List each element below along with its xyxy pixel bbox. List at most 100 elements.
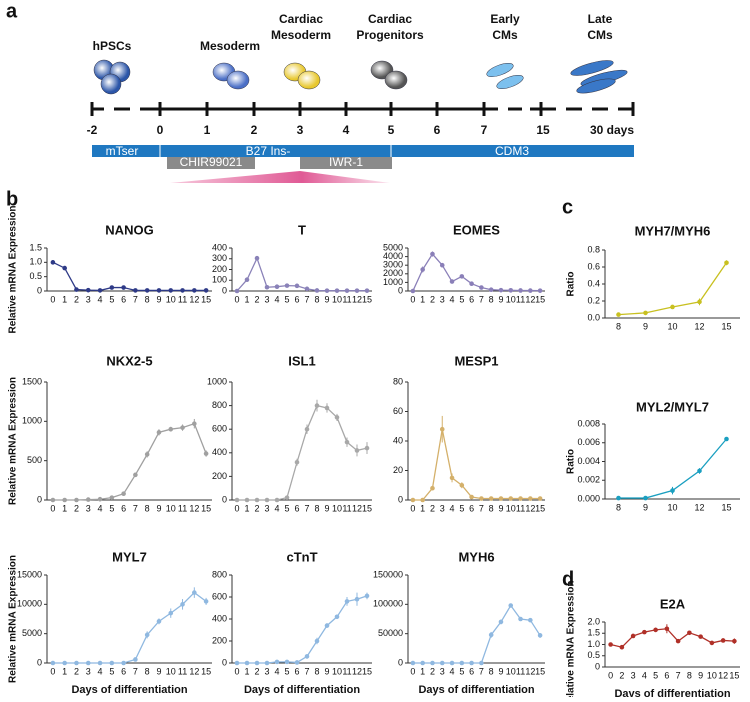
x-tick-label: 15 bbox=[729, 670, 739, 680]
day-label: 3 bbox=[297, 123, 304, 137]
x-tick-label: 11 bbox=[516, 666, 525, 676]
x-tick-label: 8 bbox=[314, 666, 319, 676]
x-tick-label: 15 bbox=[535, 666, 545, 676]
stage-label: Progenitors bbox=[356, 28, 424, 42]
y-tick-label: 0 bbox=[222, 657, 227, 667]
data-point bbox=[234, 497, 240, 503]
x-tick-label: 10 bbox=[506, 503, 516, 513]
x-tick-label: 15 bbox=[362, 666, 372, 676]
x-tick-label: 5 bbox=[284, 503, 289, 513]
x-tick-label: 3 bbox=[86, 294, 91, 304]
y-tick-label: 0.8 bbox=[587, 244, 600, 254]
x-tick-label: 3 bbox=[631, 670, 636, 680]
data-point bbox=[156, 430, 162, 435]
x-tick-label: 15 bbox=[721, 502, 731, 512]
data-point bbox=[364, 593, 370, 599]
data-point bbox=[294, 660, 300, 665]
y-tick-label: 1.5 bbox=[587, 628, 600, 638]
x-tick-label: 0 bbox=[50, 294, 55, 304]
data-point bbox=[518, 616, 523, 622]
data-point bbox=[234, 660, 240, 666]
data-point bbox=[709, 640, 715, 646]
data-point bbox=[675, 638, 681, 644]
y-tick-label: 200 bbox=[212, 264, 227, 274]
molecule-bar bbox=[167, 157, 255, 169]
chart-title: MYL7 bbox=[112, 549, 147, 564]
x-tick-label: 11 bbox=[178, 294, 187, 304]
x-tick-label: 3 bbox=[440, 294, 445, 304]
x-tick-label: 15 bbox=[721, 321, 731, 331]
x-tick-label: 7 bbox=[676, 670, 681, 680]
chart-title: MESP1 bbox=[454, 353, 498, 368]
x-tick-label: 15 bbox=[201, 666, 211, 676]
data-point bbox=[324, 405, 330, 411]
medium-label: CDM3 bbox=[495, 144, 529, 158]
x-tick-label: 0 bbox=[50, 503, 55, 513]
data-point bbox=[109, 495, 115, 500]
data-point bbox=[254, 497, 260, 503]
panel-label: b bbox=[6, 188, 18, 210]
x-tick-label: 6 bbox=[121, 294, 126, 304]
data-point bbox=[304, 286, 310, 292]
y-tick-label: 0.2 bbox=[587, 295, 600, 305]
data-point bbox=[344, 599, 350, 604]
y-tick-label: 500 bbox=[27, 455, 42, 465]
data-point bbox=[324, 623, 330, 628]
data-point bbox=[449, 660, 455, 666]
data-point bbox=[459, 482, 465, 488]
data-point bbox=[354, 288, 360, 293]
x-tick-label: 15 bbox=[535, 294, 545, 304]
x-tick-label: 4 bbox=[274, 503, 279, 513]
panel-label: c bbox=[562, 196, 573, 218]
x-tick-label: 0 bbox=[234, 666, 239, 676]
concentration-wedge bbox=[170, 171, 390, 183]
panel-label: d bbox=[562, 568, 574, 590]
day-label: 0 bbox=[157, 123, 164, 137]
y-tick-label: 20 bbox=[393, 465, 403, 475]
x-tick-label: 3 bbox=[264, 294, 269, 304]
data-point bbox=[168, 288, 174, 293]
data-point bbox=[698, 634, 703, 639]
timeline-axis bbox=[90, 102, 635, 116]
x-tick-label: 2 bbox=[74, 666, 79, 676]
x-axis-label: Days of differentiation bbox=[418, 684, 534, 696]
x-tick-label: 4 bbox=[98, 503, 103, 513]
x-tick-label: 9 bbox=[498, 294, 503, 304]
x-tick-label: 9 bbox=[324, 666, 329, 676]
x-tick-label: 7 bbox=[304, 294, 309, 304]
data-point bbox=[430, 485, 435, 491]
data-point bbox=[518, 288, 523, 293]
data-point bbox=[469, 660, 474, 666]
data-point bbox=[334, 614, 340, 620]
x-tick-label: 9 bbox=[156, 503, 161, 513]
data-point bbox=[203, 599, 209, 604]
data-point bbox=[74, 287, 79, 292]
series-line bbox=[52, 261, 207, 292]
x-tick-label: 4 bbox=[274, 294, 279, 304]
x-tick-label: 7 bbox=[133, 503, 138, 513]
x-tick-label: 12 bbox=[694, 502, 704, 512]
x-tick-label: 9 bbox=[498, 666, 503, 676]
data-point bbox=[97, 288, 103, 293]
data-point bbox=[133, 288, 138, 293]
x-tick-label: 5 bbox=[109, 294, 114, 304]
x-tick-label: 7 bbox=[133, 666, 138, 676]
x-tick-label: 8 bbox=[489, 294, 494, 304]
data-point bbox=[133, 472, 138, 478]
data-point bbox=[410, 288, 416, 294]
y-tick-label: 5000 bbox=[22, 628, 42, 638]
data-point bbox=[449, 475, 455, 481]
data-point bbox=[294, 459, 300, 465]
x-tick-label: 2 bbox=[74, 503, 79, 513]
stage-label: Mesoderm bbox=[271, 28, 331, 42]
day-label: 30 days bbox=[590, 123, 634, 137]
x-tick-label: 12 bbox=[525, 503, 535, 513]
x-tick-label: 7 bbox=[304, 503, 309, 513]
stage-label: Late bbox=[588, 12, 613, 26]
y-tick-label: 15000 bbox=[17, 569, 42, 579]
y-tick-label: 0.002 bbox=[577, 475, 600, 485]
data-point bbox=[430, 251, 435, 257]
y-tick-label: 0 bbox=[222, 494, 227, 504]
medium-bar bbox=[92, 145, 634, 157]
data-point bbox=[62, 265, 67, 271]
